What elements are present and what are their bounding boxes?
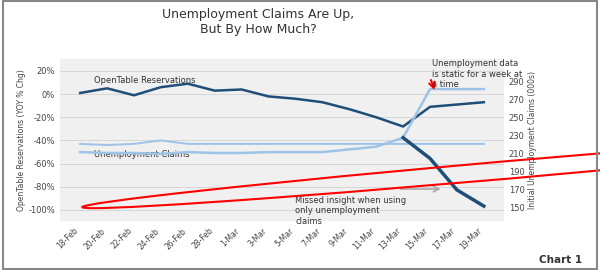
Text: Chart 1: Chart 1 bbox=[539, 255, 582, 265]
Text: Unemployment data
is static for a week at
a time: Unemployment data is static for a week a… bbox=[432, 59, 522, 89]
Text: Unemployment Claims Are Up,
But By How Much?: Unemployment Claims Are Up, But By How M… bbox=[162, 8, 354, 36]
Text: Missed insight when using
only unemployment
claims: Missed insight when using only unemploym… bbox=[295, 196, 407, 226]
Y-axis label: OpenTable Reservations (YOY % Chg): OpenTable Reservations (YOY % Chg) bbox=[17, 69, 26, 211]
Text: OpenTable Reservations: OpenTable Reservations bbox=[94, 76, 195, 85]
Text: Unemployment Claims: Unemployment Claims bbox=[94, 150, 189, 159]
Y-axis label: Initial Unemployment Claims (000s): Initial Unemployment Claims (000s) bbox=[527, 71, 536, 210]
